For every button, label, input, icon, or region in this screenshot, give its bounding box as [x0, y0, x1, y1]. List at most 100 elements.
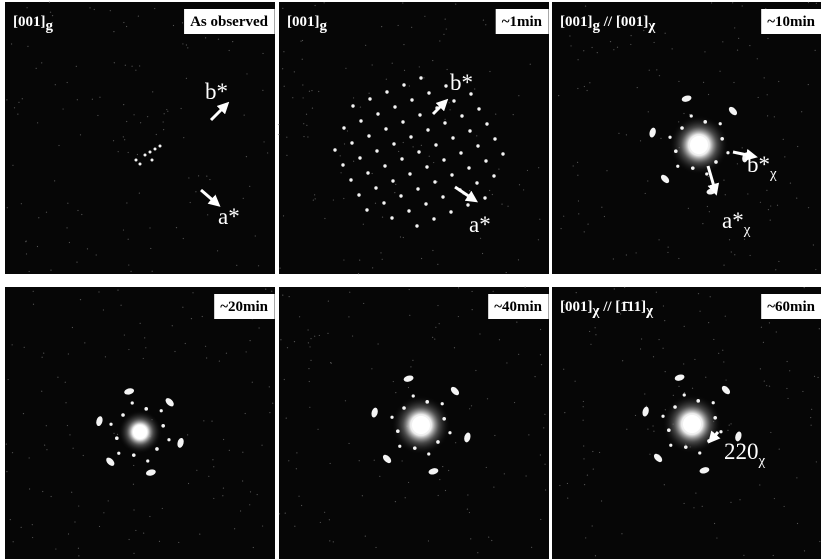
- noise: [223, 439, 224, 440]
- noise: [763, 342, 764, 343]
- noise: [24, 347, 25, 348]
- noise: [659, 75, 660, 76]
- noise: [469, 512, 470, 513]
- noise: [491, 540, 492, 541]
- noise: [734, 254, 735, 255]
- noise: [513, 114, 514, 115]
- noise: [188, 483, 189, 484]
- noise: [287, 347, 288, 348]
- noise: [309, 91, 310, 92]
- noise: [352, 335, 353, 336]
- noise: [133, 553, 134, 554]
- noise: [348, 443, 349, 444]
- noise: [302, 84, 303, 85]
- noise: [166, 109, 167, 110]
- noise: [597, 52, 598, 53]
- noise: [67, 203, 68, 204]
- noise: [196, 470, 197, 471]
- noise: [17, 114, 18, 115]
- noise: [438, 495, 439, 496]
- diffraction-spot: [132, 453, 136, 457]
- noise: [296, 452, 297, 453]
- noise: [445, 490, 446, 491]
- noise: [811, 409, 812, 410]
- noise: [36, 68, 37, 69]
- diffraction-spot: [680, 126, 684, 130]
- noise: [149, 516, 150, 517]
- noise: [545, 489, 546, 490]
- diffraction-spot: [358, 156, 361, 159]
- noise: [530, 64, 531, 65]
- noise: [358, 273, 359, 274]
- diffraction-spot: [390, 216, 393, 219]
- diffraction-spot: [719, 430, 722, 433]
- noise: [32, 537, 33, 538]
- noise: [29, 457, 30, 458]
- noise: [198, 175, 199, 176]
- noise: [11, 43, 12, 44]
- noise: [778, 81, 779, 82]
- noise: [312, 108, 313, 109]
- noise: [250, 491, 251, 492]
- zone-subscript: g: [46, 18, 54, 34]
- noise: [584, 231, 585, 232]
- diffraction-spot: [139, 163, 142, 166]
- noise: [185, 343, 186, 344]
- noise: [421, 258, 422, 259]
- time-label: ~60min: [767, 299, 815, 315]
- noise: [577, 175, 578, 176]
- zone-text: // [001]: [600, 14, 648, 30]
- diffraction-spot: [350, 141, 353, 144]
- zone-subscript: χ: [647, 18, 656, 34]
- noise: [74, 521, 75, 522]
- noise: [372, 173, 373, 174]
- diffraction-spot: [409, 135, 412, 138]
- noise: [654, 42, 655, 43]
- noise: [242, 452, 243, 453]
- diffraction-spot: [669, 444, 672, 447]
- noise: [69, 242, 70, 243]
- noise: [635, 415, 636, 416]
- noise: [474, 88, 475, 89]
- noise: [814, 376, 815, 377]
- diffraction-spot: [396, 429, 400, 433]
- noise: [725, 316, 726, 317]
- noise: [730, 423, 731, 424]
- noise: [37, 122, 38, 123]
- noise: [645, 193, 646, 194]
- diffraction-spot: [333, 148, 336, 151]
- noise: [610, 41, 611, 42]
- diffraction-spot: [341, 163, 344, 166]
- noise: [174, 351, 175, 352]
- diffraction-spot: [450, 173, 453, 176]
- noise: [423, 77, 424, 78]
- noise: [688, 208, 689, 209]
- noise: [207, 214, 208, 215]
- noise: [246, 156, 247, 157]
- noise: [636, 252, 637, 253]
- noise: [71, 492, 72, 493]
- time-label: As observed: [190, 14, 269, 30]
- noise: [626, 254, 627, 255]
- noise: [684, 326, 685, 327]
- diffraction-spot: [444, 84, 447, 87]
- noise: [206, 357, 207, 358]
- noise: [649, 454, 650, 455]
- noise: [789, 370, 790, 371]
- noise: [10, 519, 11, 520]
- noise: [162, 508, 163, 509]
- noise: [68, 533, 69, 534]
- noise: [786, 388, 787, 389]
- noise: [317, 429, 318, 430]
- noise: [143, 533, 144, 534]
- noise: [737, 163, 738, 164]
- noise: [403, 237, 404, 238]
- noise: [8, 379, 9, 380]
- diffraction-spot: [661, 415, 664, 418]
- noise: [330, 463, 331, 464]
- annotation-subscript: χ: [743, 222, 751, 238]
- noise: [382, 259, 383, 260]
- noise: [152, 271, 153, 272]
- noise: [98, 291, 99, 292]
- noise: [188, 177, 189, 178]
